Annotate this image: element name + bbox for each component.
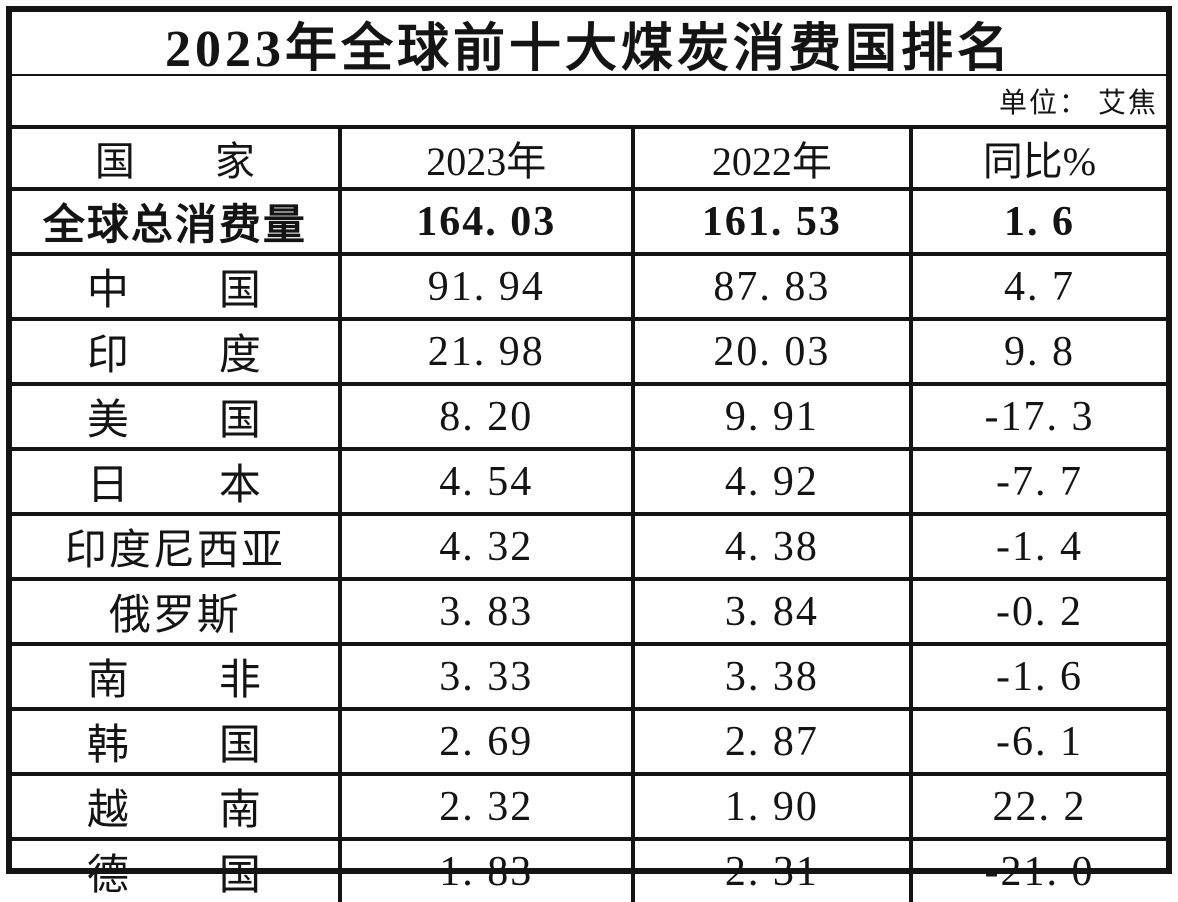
value-2023-cell: 21. 98 <box>337 317 635 386</box>
value-2022-cell: 9. 91 <box>630 382 913 451</box>
value-2023-cell: 91. 94 <box>337 252 635 321</box>
yoy-cell: 9. 8 <box>908 317 1169 386</box>
col-header-country: 国 家 <box>10 127 342 191</box>
page-title: 2023年全球前十大煤炭消费国排名 <box>12 12 1166 78</box>
country-cell: 印度尼西亚 <box>10 512 342 581</box>
value-2022-cell: 1. 90 <box>630 772 913 841</box>
col-header-yoy: 同比% <box>908 127 1169 191</box>
country-cell: 越 南 <box>10 772 342 841</box>
yoy-cell: 22. 2 <box>908 772 1169 841</box>
table-row: 南 非 3. 33 3. 38 -1. 6 <box>10 642 1169 711</box>
total-2023-cell: 164. 03 <box>337 187 635 256</box>
table-row: 印 度 21. 98 20. 03 9. 8 <box>10 317 1169 386</box>
country-cell: 德 国 <box>10 837 342 902</box>
table-row: 德 国 1. 83 2. 31 -21. 0 <box>10 837 1169 902</box>
yoy-cell: 4. 7 <box>908 252 1169 321</box>
total-country-cell: 全球总消费量 <box>10 187 342 256</box>
value-2022-cell: 3. 38 <box>630 642 913 711</box>
col-header-2022: 2022年 <box>630 127 913 191</box>
value-2023-cell: 1. 83 <box>337 837 635 902</box>
table-row: 韩 国 2. 69 2. 87 -6. 1 <box>10 707 1169 776</box>
yoy-cell: -7. 7 <box>908 447 1169 516</box>
table-row: 印度尼西亚 4. 32 4. 38 -1. 4 <box>10 512 1169 581</box>
unit-label: 单位： 艾焦 <box>12 76 1166 129</box>
table-row: 越 南 2. 32 1. 90 22. 2 <box>10 772 1169 841</box>
country-cell: 日 本 <box>10 447 342 516</box>
total-row: 全球总消费量 164. 03 161. 53 1. 6 <box>10 187 1169 256</box>
country-cell: 南 非 <box>10 642 342 711</box>
header-row: 国 家 2023年 2022年 同比% <box>10 127 1169 191</box>
value-2022-cell: 2. 87 <box>630 707 913 776</box>
table-row: 中 国 91. 94 87. 83 4. 7 <box>10 252 1169 321</box>
value-2022-cell: 4. 92 <box>630 447 913 516</box>
value-2022-cell: 4. 38 <box>630 512 913 581</box>
total-yoy-cell: 1. 6 <box>908 187 1169 256</box>
page: 2023年全球前十大煤炭消费国排名 单位： 艾焦 国 家 2023年 2022年… <box>6 6 1172 902</box>
yoy-cell: -17. 3 <box>908 382 1169 451</box>
value-2023-cell: 3. 33 <box>337 642 635 711</box>
table-row: 日 本 4. 54 4. 92 -7. 7 <box>10 447 1169 516</box>
col-header-2023: 2023年 <box>337 127 635 191</box>
yoy-cell: -1. 6 <box>908 642 1169 711</box>
country-cell: 俄罗斯 <box>10 577 342 646</box>
country-cell: 中 国 <box>10 252 342 321</box>
value-2022-cell: 20. 03 <box>630 317 913 386</box>
value-2023-cell: 8. 20 <box>337 382 635 451</box>
value-2023-cell: 2. 32 <box>337 772 635 841</box>
table-row: 俄罗斯 3. 83 3. 84 -0. 2 <box>10 577 1169 646</box>
country-cell: 美 国 <box>10 382 342 451</box>
value-2023-cell: 3. 83 <box>337 577 635 646</box>
yoy-cell: -1. 4 <box>908 512 1169 581</box>
value-2022-cell: 2. 31 <box>630 837 913 902</box>
coal-ranking-table-frame: 2023年全球前十大煤炭消费国排名 单位： 艾焦 国 家 2023年 2022年… <box>6 6 1172 902</box>
yoy-cell: -21. 0 <box>908 837 1169 902</box>
yoy-cell: -0. 2 <box>908 577 1169 646</box>
value-2022-cell: 3. 84 <box>630 577 913 646</box>
total-2022-cell: 161. 53 <box>630 187 913 256</box>
value-2022-cell: 87. 83 <box>630 252 913 321</box>
table-row: 美 国 8. 20 9. 91 -17. 3 <box>10 382 1169 451</box>
value-2023-cell: 4. 32 <box>337 512 635 581</box>
country-cell: 印 度 <box>10 317 342 386</box>
yoy-cell: -6. 1 <box>908 707 1169 776</box>
data-table: 国 家 2023年 2022年 同比% 全球总消费量 164. 03 161. … <box>10 127 1169 902</box>
value-2023-cell: 2. 69 <box>337 707 635 776</box>
country-cell: 韩 国 <box>10 707 342 776</box>
value-2023-cell: 4. 54 <box>337 447 635 516</box>
